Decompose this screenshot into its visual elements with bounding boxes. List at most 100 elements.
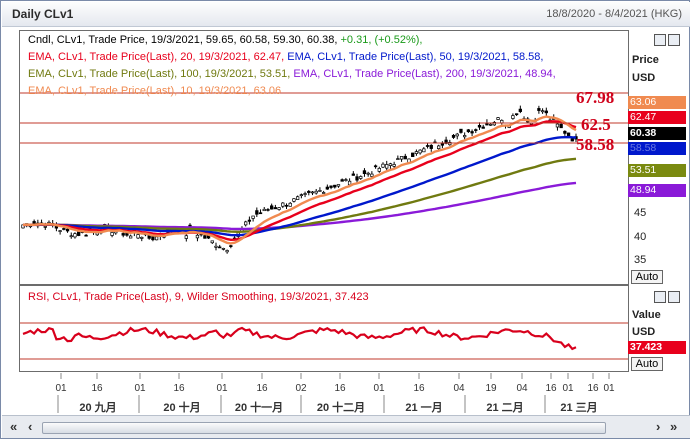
candle-body bbox=[511, 115, 515, 119]
day-tick-label: 01 bbox=[216, 383, 228, 394]
price-axis[interactable]: Price USD 63.06 62.47 60.38 58.58 53.51 … bbox=[628, 30, 688, 371]
chart-scrollbar[interactable]: « ‹ › » bbox=[2, 415, 690, 438]
day-tick-label: 01 bbox=[134, 383, 146, 394]
candle-body bbox=[299, 194, 304, 196]
candle-body bbox=[474, 129, 478, 131]
rsi-auto-button[interactable]: Auto bbox=[631, 357, 663, 371]
candle-body bbox=[110, 232, 114, 236]
day-tick-label: 01 bbox=[562, 383, 574, 394]
panel-restore-icon[interactable] bbox=[654, 34, 666, 46]
candle-body bbox=[514, 113, 519, 116]
ema50-line bbox=[22, 135, 577, 237]
candle-body bbox=[270, 205, 274, 210]
month-label: 20 十二月 bbox=[316, 402, 366, 414]
candle-body bbox=[396, 158, 400, 160]
candle-body bbox=[58, 230, 62, 232]
candle-body bbox=[329, 185, 333, 188]
candle-body bbox=[566, 132, 571, 137]
rsi-chart[interactable] bbox=[20, 286, 628, 371]
candle-body bbox=[281, 202, 285, 207]
day-tick-label: 16 bbox=[587, 383, 599, 394]
rsi-panel[interactable]: RSI, CLv1, Trade Price(Last), 9, Wilder … bbox=[19, 285, 629, 372]
rsi-panel-restore-icon[interactable] bbox=[654, 291, 666, 303]
candle-body bbox=[563, 130, 567, 134]
candle-body bbox=[310, 191, 315, 194]
candle-body bbox=[463, 135, 467, 138]
candle-body bbox=[555, 123, 560, 128]
candle-body bbox=[251, 215, 255, 219]
candle-body bbox=[392, 164, 396, 167]
day-tick-label: 01 bbox=[373, 383, 385, 394]
tag-ema100: 53.51 bbox=[628, 164, 686, 177]
candle-body bbox=[336, 184, 341, 187]
price-auto-button[interactable]: Auto bbox=[631, 270, 663, 284]
candle-body bbox=[84, 234, 88, 237]
candle-body bbox=[62, 228, 66, 230]
candle-body bbox=[359, 176, 363, 179]
candle-body bbox=[214, 245, 218, 248]
candle-body bbox=[314, 190, 318, 194]
candle-body bbox=[277, 207, 281, 210]
rsi-line bbox=[22, 326, 577, 351]
candle-body bbox=[151, 236, 155, 241]
candle-body bbox=[544, 110, 548, 114]
candle-body bbox=[225, 250, 229, 253]
candle-body bbox=[229, 245, 233, 247]
candle-body bbox=[381, 163, 385, 168]
month-label: 20 十月 bbox=[163, 402, 201, 414]
candle-body bbox=[333, 184, 337, 188]
day-tick-label: 01 bbox=[603, 383, 615, 394]
time-axis-lines bbox=[57, 373, 610, 413]
candle-body bbox=[377, 168, 381, 172]
ema100-line bbox=[22, 157, 577, 234]
annotation-low: 58.58 bbox=[576, 135, 615, 154]
rsi-panel-close-icon[interactable] bbox=[668, 291, 680, 303]
candle-body bbox=[466, 129, 471, 133]
candle-body bbox=[437, 145, 441, 150]
candle-body bbox=[448, 141, 452, 146]
candle-body bbox=[154, 236, 159, 241]
candle-body bbox=[411, 152, 415, 157]
candle-body bbox=[481, 126, 485, 129]
scroll-first-icon[interactable]: « bbox=[10, 419, 18, 434]
candle-body bbox=[351, 173, 355, 176]
price-tick-45: 45 bbox=[634, 207, 647, 219]
candle-body bbox=[303, 193, 307, 195]
candle-body bbox=[255, 210, 259, 215]
tag-ema50: 58.58 bbox=[628, 142, 686, 155]
candle-body bbox=[273, 207, 278, 210]
candle-body bbox=[477, 124, 482, 128]
candle-body bbox=[292, 198, 296, 202]
annotation-mid: 62.5 bbox=[581, 115, 611, 134]
candle-body bbox=[321, 192, 326, 194]
candle-body bbox=[77, 231, 81, 236]
candle-body bbox=[73, 233, 77, 238]
candle-body bbox=[470, 131, 474, 134]
scroll-right-icon[interactable]: › bbox=[656, 419, 661, 434]
price-chart[interactable] bbox=[20, 31, 628, 284]
candle-body bbox=[492, 121, 496, 126]
candle-body bbox=[284, 204, 289, 207]
time-axis[interactable]: 01 16 01 16 01 16 02 16 01 16 04 19 04 16 01 16 01 20 九月 2… bbox=[19, 371, 627, 415]
candle-body bbox=[262, 208, 266, 212]
scroll-left-icon[interactable]: ‹ bbox=[28, 419, 33, 434]
candle-body bbox=[65, 228, 70, 232]
ema10-line bbox=[22, 115, 577, 245]
scroll-thumb[interactable] bbox=[42, 422, 606, 434]
legend-candle: Cndl, CLv1, Trade Price, 19/3/2021, 59.6… bbox=[28, 34, 422, 46]
day-tick-label: 04 bbox=[453, 383, 465, 394]
candle-body bbox=[195, 234, 200, 239]
candle-body bbox=[43, 226, 47, 228]
candle-body bbox=[451, 134, 456, 138]
candle-body bbox=[203, 235, 207, 239]
candle-body bbox=[307, 190, 311, 193]
day-tick-label: 16 bbox=[173, 383, 185, 394]
legend-ema-line1: EMA, CLv1, Trade Price(Last), 20, 19/3/2… bbox=[28, 51, 543, 63]
candle-body bbox=[418, 149, 422, 154]
candle-body bbox=[399, 156, 404, 160]
panel-close-icon[interactable] bbox=[668, 34, 680, 46]
legend-ema200: EMA, CLv1, Trade Price(Last), 200, 19/3/… bbox=[293, 68, 556, 80]
price-tick-40: 40 bbox=[634, 231, 647, 243]
scroll-last-icon[interactable]: » bbox=[670, 419, 678, 434]
price-panel[interactable]: Cndl, CLv1, Trade Price, 19/3/2021, 59.6… bbox=[19, 30, 629, 285]
